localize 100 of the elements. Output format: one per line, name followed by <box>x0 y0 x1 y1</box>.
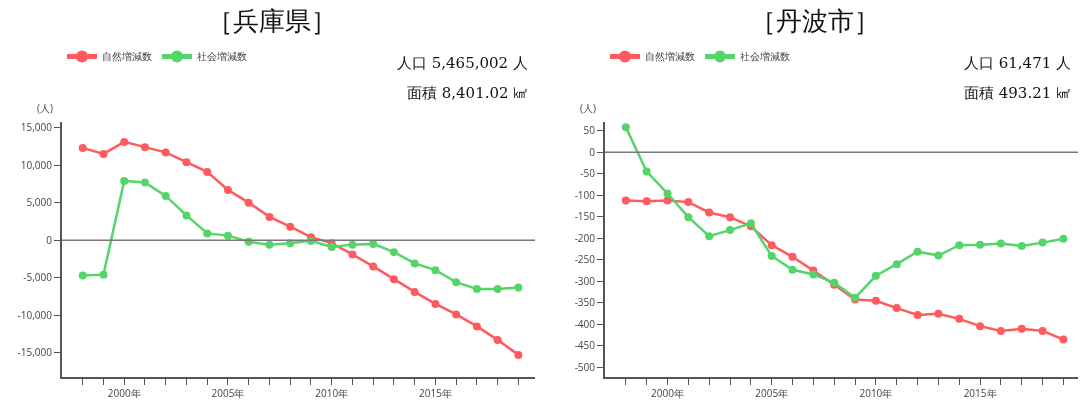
point <box>955 314 964 323</box>
x-tick-label: 2005年 <box>755 386 789 400</box>
point <box>389 275 398 284</box>
y-tick-label: -5,000 <box>23 270 53 285</box>
point <box>767 251 776 260</box>
point <box>472 322 481 331</box>
point <box>1059 234 1068 243</box>
y-tick-label: -15,000 <box>17 345 53 360</box>
x-tick-label: 2005年 <box>211 386 245 400</box>
point <box>913 247 922 256</box>
x-tick-label: 2010年 <box>315 386 349 400</box>
text: 人口 5,465,002 人 <box>397 54 528 72</box>
point <box>140 143 149 152</box>
point <box>452 278 461 287</box>
x-tick-label: 2015年 <box>963 386 997 400</box>
point <box>120 137 129 146</box>
point <box>203 167 212 176</box>
point <box>871 296 880 305</box>
point <box>767 241 776 250</box>
y-axis-title: (人) <box>580 101 596 115</box>
text: 面積 8,401.02 ㎢ <box>407 84 529 102</box>
y-tick-label: 5,000 <box>26 195 53 210</box>
y-tick-label: 0 <box>46 232 53 247</box>
point <box>244 198 253 207</box>
point <box>996 239 1005 248</box>
legend-label: 社会増減数 <box>197 49 247 64</box>
point <box>976 240 985 249</box>
point <box>161 148 170 157</box>
y-tick-label: -200 <box>574 230 596 245</box>
point <box>934 251 943 260</box>
point <box>389 248 398 257</box>
point <box>410 259 419 268</box>
point <box>265 240 274 249</box>
point <box>871 271 880 280</box>
point <box>78 271 87 280</box>
point <box>892 304 901 313</box>
point <box>684 213 693 222</box>
point <box>120 176 129 185</box>
legend-label: 社会増減数 <box>740 49 790 64</box>
point <box>99 270 108 279</box>
x-tick-label: 2015年 <box>418 386 452 400</box>
point <box>809 270 818 279</box>
point <box>265 212 274 221</box>
point <box>684 198 693 207</box>
point <box>431 299 440 308</box>
y-tick-label: 0 <box>589 144 596 159</box>
point <box>663 189 672 198</box>
point <box>369 262 378 271</box>
point <box>934 309 943 318</box>
point <box>976 322 985 331</box>
point <box>286 222 295 231</box>
point <box>788 265 797 274</box>
point <box>788 252 797 261</box>
point <box>955 241 964 250</box>
point <box>726 213 735 222</box>
point <box>705 208 714 217</box>
point <box>99 149 108 158</box>
y-tick-label: -250 <box>574 252 596 267</box>
x-tick-label: 2000年 <box>651 386 684 400</box>
x-tick-label: 2010年 <box>859 386 893 400</box>
text: 人口 61,471 人 <box>964 54 1072 72</box>
point <box>452 310 461 319</box>
chart-title: ［兵庫県］ <box>206 6 337 37</box>
point <box>493 284 502 293</box>
point <box>348 250 357 259</box>
point <box>1038 326 1047 335</box>
y-tick-label: 50 <box>583 123 596 138</box>
point <box>1017 242 1026 251</box>
point <box>642 197 651 206</box>
point <box>621 123 630 132</box>
text: 面積 493.21 ㎢ <box>964 84 1072 102</box>
y-tick-label: 10,000 <box>20 157 53 172</box>
y-tick-label: -500 <box>574 360 596 375</box>
point <box>1059 335 1068 344</box>
point <box>705 232 714 241</box>
point <box>514 350 523 359</box>
y-tick-label: -100 <box>574 187 596 202</box>
point <box>78 143 87 152</box>
point <box>1017 324 1026 333</box>
point <box>514 283 523 292</box>
y-axis-title: (人) <box>37 101 53 115</box>
point <box>1038 238 1047 247</box>
point <box>161 191 170 200</box>
point <box>726 226 735 235</box>
chart-title: ［丹波市］ <box>749 6 880 37</box>
point <box>223 185 232 194</box>
point <box>140 178 149 187</box>
point <box>182 158 191 167</box>
x-tick-label: 2000年 <box>107 386 141 400</box>
y-tick-label: -350 <box>574 295 596 310</box>
y-tick-label: -400 <box>574 316 596 331</box>
y-tick-label: -10,000 <box>17 307 53 322</box>
point <box>348 240 357 249</box>
y-tick-label: -300 <box>574 273 596 288</box>
point <box>472 284 481 293</box>
point <box>182 211 191 220</box>
point <box>493 335 502 344</box>
legend-label: 自然増減数 <box>102 49 152 64</box>
y-tick-label: -50 <box>580 166 596 181</box>
point <box>410 287 419 296</box>
